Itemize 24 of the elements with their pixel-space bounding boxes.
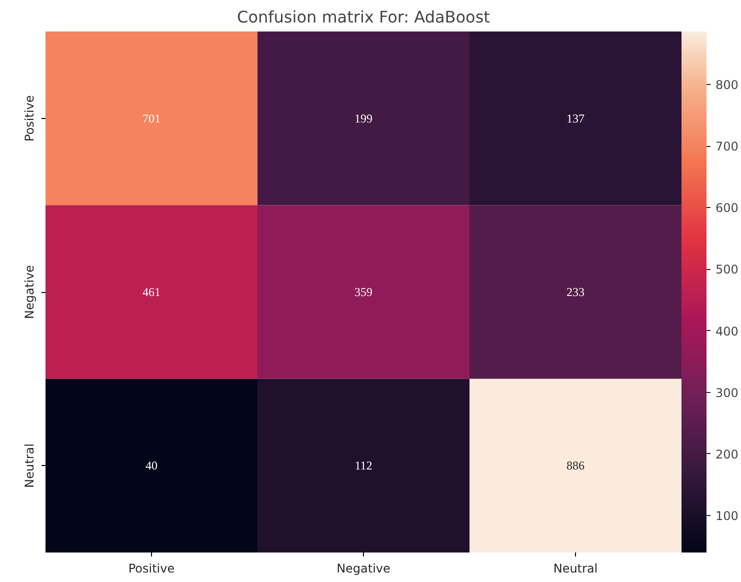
data-label: 233 bbox=[566, 285, 584, 299]
data-label: 359 bbox=[354, 285, 372, 299]
y-tick-label: Positive bbox=[22, 95, 36, 142]
data-label: 886 bbox=[566, 458, 584, 473]
data-label: 461 bbox=[142, 285, 160, 299]
data-label: 137 bbox=[566, 111, 584, 126]
color-bar-label: 500 bbox=[716, 262, 738, 277]
data-label: 112 bbox=[354, 458, 372, 473]
color-bar-label: 600 bbox=[716, 201, 738, 216]
color-bar-label: 200 bbox=[716, 447, 738, 462]
y-tick-label: Negative bbox=[22, 265, 36, 319]
data-label: 199 bbox=[354, 111, 372, 126]
data-label: 701 bbox=[142, 111, 160, 126]
color-bar-label: 100 bbox=[716, 509, 738, 524]
x-tick-label: Neutral bbox=[553, 562, 598, 576]
x-tick-label: Negative bbox=[336, 562, 390, 576]
y-tick-label: Neutral bbox=[22, 444, 36, 488]
x-tick-label: Positive bbox=[128, 562, 175, 576]
color-bar-label: 700 bbox=[716, 140, 738, 154]
data-label: 40 bbox=[146, 458, 158, 473]
color-bar-label: 400 bbox=[716, 324, 738, 338]
chart-title: Confusion matrix For: AdaBoost bbox=[237, 8, 490, 26]
color-bar-label: 800 bbox=[716, 78, 738, 92]
color-bar-label: 300 bbox=[716, 386, 738, 400]
